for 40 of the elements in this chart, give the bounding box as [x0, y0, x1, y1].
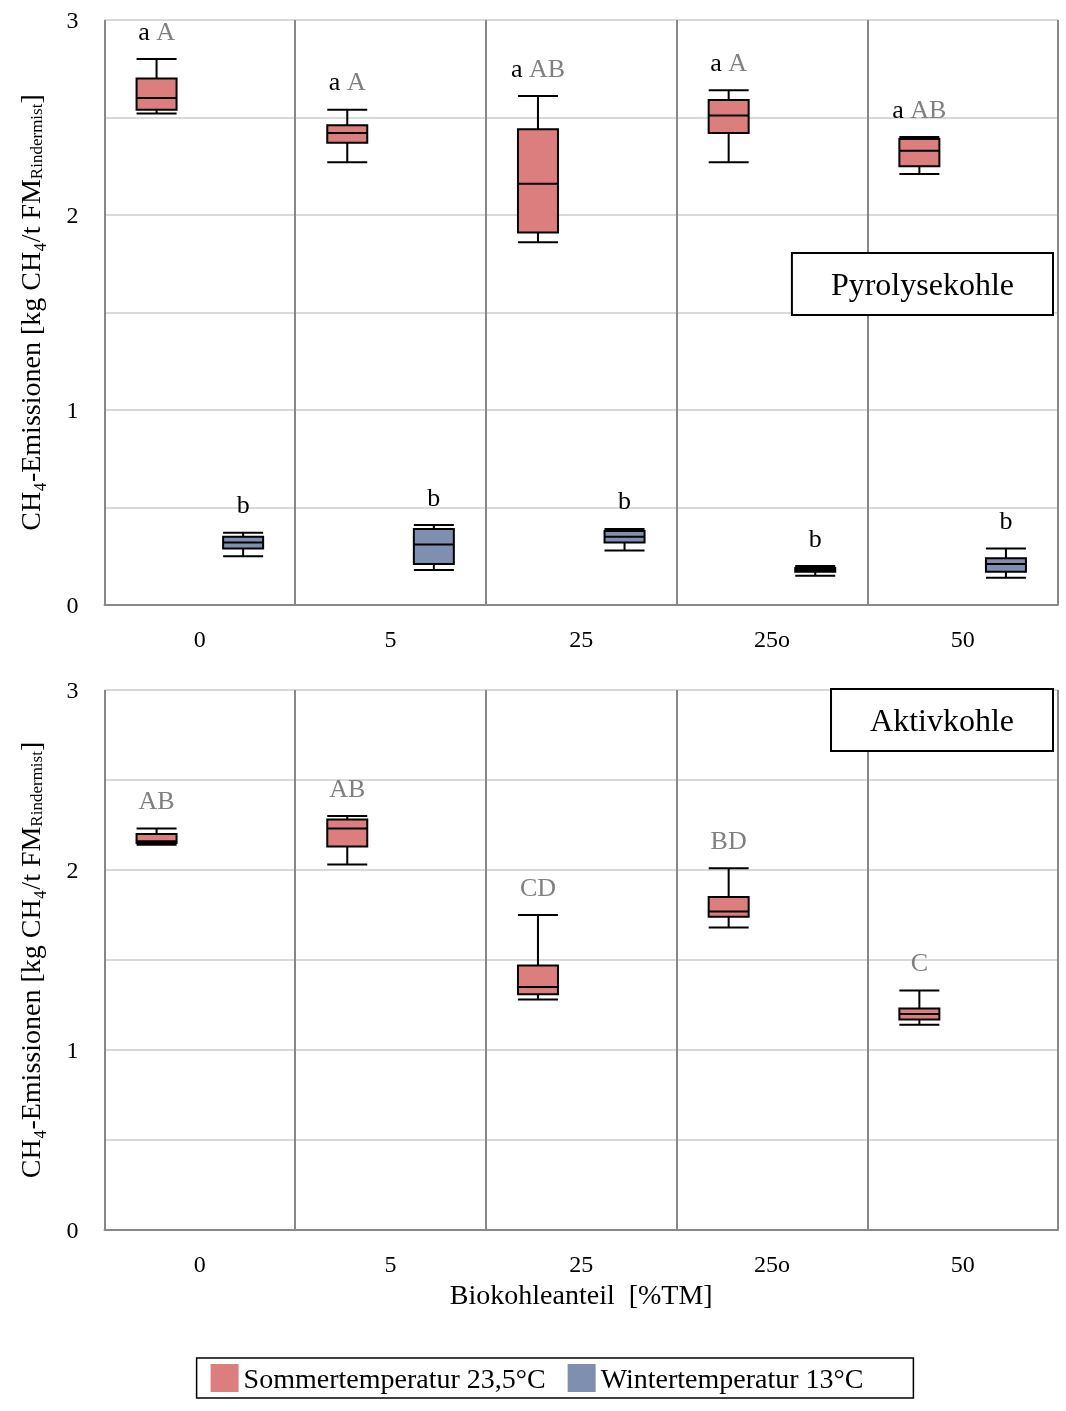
x-tick-label: 0: [193, 626, 206, 652]
annotation: AB: [138, 786, 175, 816]
x-tick-label: 25o: [753, 1251, 790, 1277]
annotation: b: [427, 482, 441, 512]
x-tick-label: 25: [569, 626, 594, 652]
legend-label: Wintertemperatur 13°C: [600, 1362, 864, 1394]
annotation: a A: [328, 67, 366, 97]
x-tick-label: 25: [569, 1251, 594, 1277]
annotation: BD: [710, 825, 747, 855]
annotation: Aktivkohle: [870, 702, 1014, 738]
x-tick-label: 0: [193, 1251, 206, 1277]
y-tick-label: 2: [66, 202, 79, 228]
y-tick-label: 0: [66, 592, 79, 618]
annotation: a AB: [510, 53, 566, 83]
annotation: a A: [710, 47, 748, 77]
annotation: a AB: [892, 94, 947, 124]
annotation: b: [999, 505, 1013, 535]
y-axis-title: CH₄-Emissionen [kg CH₄/t FMRindermist]: [14, 741, 46, 1179]
y-tick-label: 0: [66, 1217, 79, 1243]
annotation: b: [808, 523, 822, 553]
y-axis-title: CH₄-Emissionen [kg CH₄/t FMRindermist]: [14, 94, 46, 531]
y-tick-label: 3: [66, 7, 79, 33]
x-tick-label: 50: [950, 1251, 975, 1277]
annotation: a A: [138, 16, 176, 46]
annotation: Pyrolysekohle: [830, 266, 1014, 302]
x-tick-label: 5: [384, 1251, 397, 1277]
annotation: b: [618, 486, 632, 516]
annotation: CD: [519, 872, 557, 902]
y-tick-label: 1: [66, 1037, 79, 1063]
x-tick-label: 25o: [753, 626, 790, 652]
x-axis-title: Biokohleanteil [%TM]: [449, 1279, 713, 1311]
legend-label: Sommertemperatur 23,5°C: [243, 1362, 546, 1394]
x-tick-label: 50: [950, 626, 975, 652]
y-tick-label: 2: [66, 857, 79, 883]
x-tick-label: 5: [384, 626, 397, 652]
y-tick-label: 3: [66, 677, 79, 703]
annotation: AB: [329, 773, 366, 803]
y-tick-label: 1: [66, 397, 79, 423]
annotation: b: [236, 490, 250, 520]
annotation: C: [910, 948, 929, 978]
